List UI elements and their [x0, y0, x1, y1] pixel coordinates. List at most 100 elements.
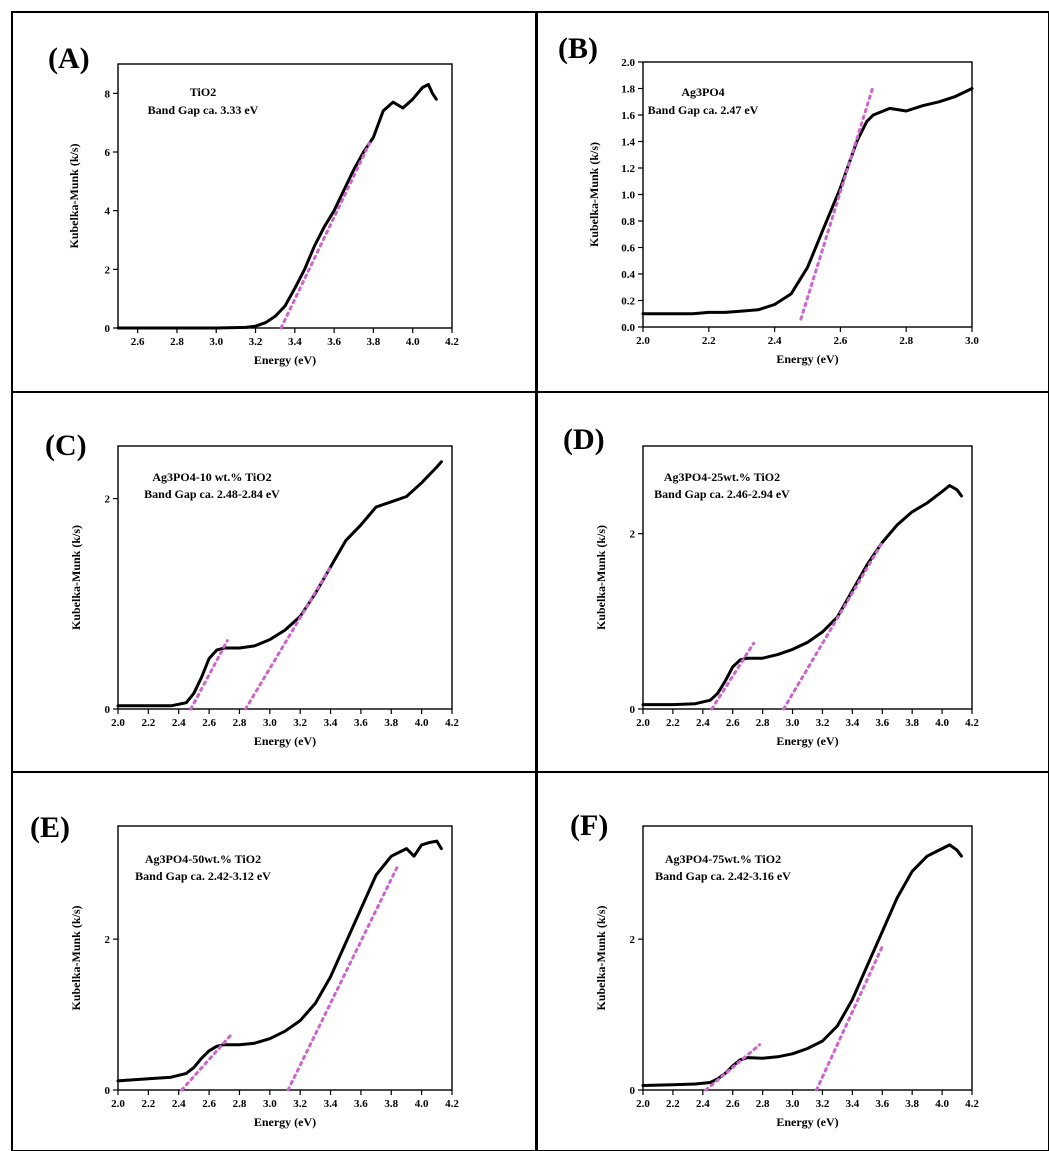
- y-tick-label: 1.8: [621, 84, 635, 96]
- y-axis-title: Kubelka-Munk (k/s): [69, 905, 83, 1010]
- sample-name: Ag3PO4-10 wt.% TiO2: [152, 470, 271, 484]
- chart-panel-4: 2.0 2.2 2.4 2.6 2.8 3.0 3.2 3.4 3.6 3.8 4.0 4.2 0 2 En…: [536, 391, 1049, 773]
- panel-letter: (B): [558, 32, 598, 65]
- spectrum-line: [641, 87, 974, 316]
- x-tick-label: 3.0: [209, 336, 223, 348]
- band-gap-fit-line: [710, 641, 756, 711]
- y-tick-label: 0: [630, 704, 636, 716]
- x-tick-label: 3.6: [327, 336, 341, 348]
- x-tick-label: 4.0: [935, 717, 949, 729]
- x-tick-label: 2.8: [756, 1098, 770, 1110]
- y-tick-label: 0: [105, 323, 111, 335]
- y-tick-label: 2: [105, 934, 111, 946]
- x-tick-label: 3.2: [816, 717, 830, 729]
- x-tick-label: 2.4: [172, 1098, 186, 1110]
- y-tick-label: 0.6: [621, 243, 635, 255]
- x-tick-label: 2.4: [696, 717, 710, 729]
- x-tick-label: 3.0: [965, 335, 979, 347]
- band-gap-fit-line: [814, 945, 884, 1092]
- spectrum-line: [116, 460, 443, 708]
- y-tick-label: 0.8: [621, 216, 635, 228]
- plot-area: [117, 445, 453, 710]
- band-gap-label: Band Gap ca. 2.47 eV: [648, 103, 759, 117]
- chart-panel-6: 2.0 2.2 2.4 2.6 2.8 3.0 3.2 3.4 3.6 3.8 4.0 4.2 0 2 En…: [536, 771, 1049, 1151]
- plot-area: [642, 445, 973, 710]
- band-gap-label: Band Gap ca. 3.33 eV: [148, 103, 259, 117]
- x-tick-label: 3.4: [845, 717, 859, 729]
- x-tick-label: 2.2: [141, 1098, 155, 1110]
- x-tick-label: 3.4: [845, 1098, 859, 1110]
- spectrum-line: [116, 839, 443, 1083]
- x-tick-label: 3.6: [875, 717, 889, 729]
- x-tick-label: 2.4: [172, 717, 186, 729]
- x-tick-label: 2.0: [636, 717, 650, 729]
- y-tick-label: 0: [630, 1085, 636, 1097]
- x-tick-label: 2.2: [702, 335, 716, 347]
- x-tick-label: 2.0: [111, 1098, 125, 1110]
- sample-name: TiO2: [190, 85, 216, 99]
- plot-area: [117, 825, 453, 1091]
- x-tick-label: 2.8: [899, 335, 913, 347]
- x-tick-label: 4.0: [406, 336, 420, 348]
- x-tick-label: 2.8: [756, 717, 770, 729]
- y-tick-label: 0.0: [621, 322, 635, 334]
- y-tick-label: 1.2: [621, 163, 635, 175]
- x-tick-label: 3.0: [786, 1098, 800, 1110]
- x-tick-label: 2.0: [636, 335, 650, 347]
- x-tick-label: 3.8: [905, 1098, 919, 1110]
- chart-panel-1: 2.6 2.8 3.0 3.2 3.4 3.6 3.8 4.0 4.2 0 2 4 6 8 Energy (…: [11, 11, 537, 393]
- x-tick-label: 2.8: [233, 1098, 247, 1110]
- x-tick-label: 4.2: [445, 717, 459, 729]
- x-axis-title: Energy (eV): [254, 1115, 316, 1129]
- panel-letter: (C): [45, 429, 87, 462]
- band-gap-fit-line: [782, 540, 884, 711]
- y-axis-title: Kubelka-Munk (k/s): [594, 525, 608, 630]
- band-gap-label: Band Gap ca. 2.42-3.12 eV: [135, 869, 271, 883]
- x-axis-title: Energy (eV): [776, 734, 838, 748]
- x-tick-label: 3.8: [905, 717, 919, 729]
- x-tick-label: 2.8: [233, 717, 247, 729]
- panel-frame: [11, 391, 537, 773]
- y-axis-title: Kubelka-Munk (k/s): [69, 525, 83, 630]
- x-tick-label: 2.2: [666, 1098, 680, 1110]
- x-tick-label: 3.6: [354, 717, 368, 729]
- x-tick-label: 3.6: [875, 1098, 889, 1110]
- x-tick-label: 2.2: [666, 717, 680, 729]
- x-tick-label: 3.4: [324, 1098, 338, 1110]
- x-tick-label: 2.8: [170, 336, 184, 348]
- panel-frame: [11, 771, 537, 1151]
- band-gap-label: Band Gap ca. 2.48-2.84 eV: [144, 487, 280, 501]
- x-axis-title: Energy (eV): [254, 353, 316, 367]
- x-tick-label: 3.0: [263, 1098, 277, 1110]
- x-axis-title: Energy (eV): [254, 734, 316, 748]
- x-tick-label: 3.2: [249, 336, 263, 348]
- band-gap-fit-line: [180, 1034, 232, 1092]
- spectrum-line: [641, 843, 963, 1087]
- band-gap-fit-line: [704, 1043, 762, 1092]
- y-tick-label: 0.4: [621, 269, 635, 281]
- sample-name: Ag3PO4-25wt.% TiO2: [664, 470, 780, 484]
- y-tick-label: 4: [105, 206, 111, 218]
- x-tick-label: 3.2: [816, 1098, 830, 1110]
- chart-panel-2: 2.0 2.2 2.4 2.6 2.8 3.0 0.0 0.2 0.4 0.6 0.8 1.0 1.2 1…: [536, 11, 1049, 393]
- x-tick-label: 3.8: [384, 717, 398, 729]
- x-tick-label: 3.0: [786, 717, 800, 729]
- band-gap-fit-line: [799, 84, 875, 321]
- x-tick-label: 4.0: [415, 1098, 429, 1110]
- y-tick-label: 1.4: [621, 137, 635, 149]
- y-tick-label: 1.6: [621, 110, 635, 122]
- chart-panel-3: 2.0 2.2 2.4 2.6 2.8 3.0 3.2 3.4 3.6 3.8 4.0 4.2 0 2 En…: [11, 391, 537, 773]
- y-tick-label: 0: [105, 704, 111, 716]
- band-gap-label: Band Gap ca. 2.42-3.16 eV: [655, 869, 791, 883]
- y-tick-label: 6: [105, 147, 111, 159]
- y-tick-label: 2: [105, 264, 111, 276]
- y-tick-label: 0.2: [621, 296, 635, 308]
- x-tick-label: 3.0: [263, 717, 277, 729]
- plot-area: [642, 61, 973, 328]
- x-tick-label: 3.8: [367, 336, 381, 348]
- x-tick-label: 4.0: [935, 1098, 949, 1110]
- chart-panel-5: 2.0 2.2 2.4 2.6 2.8 3.0 3.2 3.4 3.6 3.8 4.0 4.2 0 2 En…: [11, 771, 537, 1151]
- panel-letter: (D): [563, 423, 605, 456]
- x-axis-title: Energy (eV): [776, 1115, 838, 1129]
